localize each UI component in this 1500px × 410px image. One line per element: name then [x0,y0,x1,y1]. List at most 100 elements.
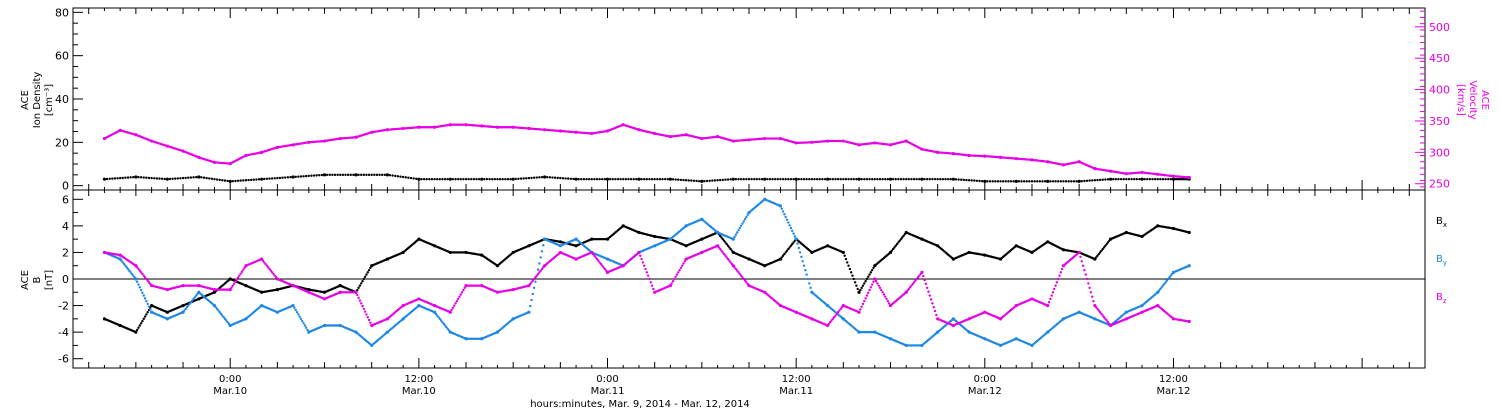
top-density-interp-point [708,179,711,182]
bottom-bx-interp-point [360,282,363,285]
top-density-interp-point [661,177,664,181]
bottom-bz-interp-point [922,275,925,278]
bottom-bz-interp-point [267,266,270,269]
top-density-interp-point [931,177,934,181]
bottom-tick-label: -6 [58,353,69,366]
bottom-bz-interp-point [914,279,917,282]
bottom-bx-interp-point [792,241,795,244]
top-density-interp-point [936,177,939,181]
top-density-data-point [102,177,107,181]
top-density-interp-point [784,177,787,181]
top-density-interp-point [514,177,518,181]
bottom-bz-interp-point [870,283,874,286]
top-density-interp-point [538,176,541,179]
top-density-interp-point [242,179,245,182]
top-density-interp-point [349,173,352,177]
bottom-bz-interp-point [925,286,929,290]
top-density-interp-point [1012,180,1015,183]
bottom-by-interp-point [442,322,445,326]
bottom-bz-interp-point [928,294,931,297]
top-density-interp-point [312,174,316,177]
top-density-interp-point [975,179,979,182]
top-density-interp-point [462,177,465,181]
top-density-interp-point [493,177,497,181]
bottom-by-interp-point [738,226,742,230]
top-density-interp-point [530,176,533,180]
top-density-data-point [700,179,704,183]
bottom-by-interp-point [538,262,541,265]
top-density-interp-point [572,177,575,181]
bottom-bx-interp-point [1106,241,1110,244]
bottom-bz-interp-point [242,268,245,271]
top-density-interp-point [648,177,651,181]
bottom-by-interp-point [120,259,123,262]
top-density-data-point [920,177,924,181]
bottom-by-interp-point [434,312,438,316]
bottom-bz-interp-point [146,279,149,282]
top-density-interp-point [189,176,193,179]
bottom-bz-interp-point [836,311,840,314]
top-density-interp-point [1143,177,1146,181]
top-density-interp-point [556,176,559,180]
top-density-interp-point [422,177,426,181]
top-density-interp-point [192,176,195,179]
bottom-bx-data-point [134,330,138,334]
bottom-by-interp-point [297,313,300,316]
bottom-by-interp-point [194,294,198,297]
top-density-interp-point [996,180,1000,183]
bottom-bz-interp-point [450,308,453,312]
top-left-tick-label: 0 [62,180,69,193]
bottom-by-interp-point [530,298,533,302]
top-right-ylabel-line3: [km/s] [1455,84,1466,116]
top-density-interp-point [367,173,371,177]
bottom-by-interp-point [539,256,542,259]
bottom-bx-interp-point [722,239,726,243]
bottom-by-interp-point [781,210,785,213]
top-density-interp-point [894,177,897,181]
bottom-by-interp-point [443,324,447,327]
bottom-bz-data-point [873,277,877,281]
top-density-interp-point [304,174,308,178]
bottom-bx-interp-point [1096,254,1099,257]
top-density-interp-point [532,176,536,179]
bottom-bz-interp-point [269,269,273,272]
top-density-interp-point [949,177,952,181]
top-density-interp-point [986,180,989,183]
bottom-tick-label: -4 [58,326,69,339]
top-density-interp-point [1117,177,1120,181]
top-density-data-point [543,175,547,179]
top-density-interp-point [257,178,261,181]
bottom-bz-interp-point [718,247,722,251]
top-density-data-point [417,177,421,181]
top-density-interp-point [726,178,730,181]
legend-by-main: B [1436,254,1443,265]
top-density-data-point [794,177,798,181]
bottom-by-interp-point [122,262,126,266]
top-density-interp-point [1009,180,1013,183]
top-density-data-point [1014,179,1018,183]
top-density-interp-point [451,177,455,181]
top-density-data-point [857,177,861,181]
top-density-interp-point [1051,180,1055,183]
bottom-by-interp-point [221,314,224,317]
bottom-bx-interp-point [367,268,371,272]
top-density-interp-point [755,177,759,181]
legend-bx: Bx [1436,216,1447,229]
top-density-interp-point [496,177,499,181]
top-density-data-point [668,177,672,181]
bottom-bz-data-point [228,288,232,292]
bottom-bz-interp-point [880,288,883,292]
top-density-interp-point [1072,180,1076,183]
top-density-interp-point [1098,178,1102,182]
bottom-by-interp-point [189,301,193,304]
top-density-interp-point [1130,177,1133,181]
bottom-bz-interp-point [1088,286,1091,290]
bottom-bz-interp-point [729,261,732,264]
bottom-bx-interp-point [868,273,871,276]
top-density-interp-point [1028,180,1031,183]
bottom-by-data-point [291,303,295,308]
bottom-by-interp-point [746,213,749,216]
top-density-interp-point [899,177,903,181]
top-density-interp-point [391,174,394,177]
top-density-interp-point [344,173,347,177]
